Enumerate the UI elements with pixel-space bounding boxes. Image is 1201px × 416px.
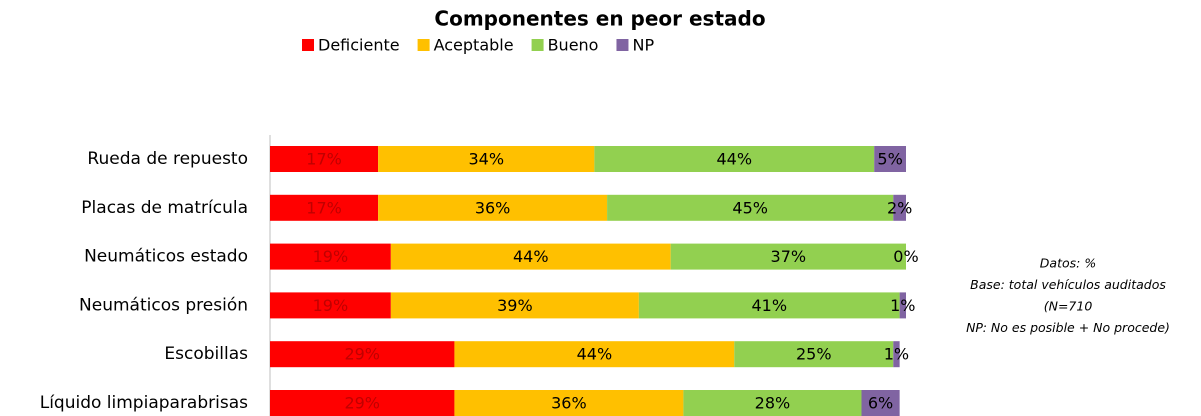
value-label: 1% [884,345,909,364]
legend-swatch [302,39,314,51]
bar-segment [861,390,900,416]
bar-segment [454,341,735,368]
annotation: NP: No es posible + No procede) [966,320,1170,335]
bar-segment [893,341,900,368]
chart-title: Componentes en peor estado [434,7,765,31]
bar-segment [390,292,639,319]
annotation: (N=710 [1044,299,1093,314]
annotation: Datos: % [1040,256,1096,271]
value-label: 36% [475,198,511,217]
bar-segment [893,194,906,221]
value-label: 0% [893,247,918,266]
bar-segment [270,194,379,221]
legend-swatch [417,39,430,51]
value-label: 44% [577,345,613,364]
category-label: Líquido limpiaparabrisas [40,393,248,413]
bar-segment [378,194,608,221]
value-label: 41% [751,296,787,315]
bar-segment [683,390,862,416]
value-label: 5% [877,150,902,169]
value-label: 45% [732,198,768,217]
bar-segment [594,146,875,172]
bar-segment [734,341,894,368]
value-label: 36% [551,394,587,413]
value-label: 1% [890,296,915,315]
bar-segment [899,292,906,319]
value-label: 17% [306,150,342,169]
category-label: Neumáticos estado [84,247,248,267]
value-label: 19% [313,247,349,266]
bar-segment [390,243,671,270]
bar-segment [378,146,595,172]
category-label: Placas de matrícula [81,198,248,218]
value-label: 6% [868,394,893,413]
category-label: Rueda de repuesto [87,149,248,169]
legend-label: Bueno [548,36,599,55]
bar-segment [270,292,391,319]
annotation: Base: total vehículos auditados [970,277,1166,292]
bar-segment [270,146,379,172]
bar-segment [670,243,906,270]
value-label: 19% [313,296,349,315]
value-label: 34% [468,150,504,169]
legend-label: NP [632,36,654,55]
value-label: 44% [716,150,752,169]
bar-segment [454,390,684,416]
value-label: 28% [755,394,791,413]
bar-segment [638,292,900,319]
legend-label: Deficiente [318,36,400,55]
legend-swatch [616,39,629,51]
value-label: 29% [344,394,380,413]
bar-segment [270,390,455,416]
category-label: Escobillas [164,344,248,364]
value-label: 44% [513,247,549,266]
value-label: 2% [887,198,912,217]
category-label: Neumáticos presión [79,295,248,315]
value-label: 17% [306,198,342,217]
value-label: 25% [796,345,832,364]
bar-segment [270,243,391,270]
value-label: 29% [344,345,380,364]
legend-label: Aceptable [434,36,514,55]
value-label: 37% [771,247,807,266]
bar-segment [607,194,894,221]
bar-segment [874,146,906,172]
bar-segment [270,341,455,368]
legend-swatch [531,39,544,51]
value-label: 39% [497,296,533,315]
